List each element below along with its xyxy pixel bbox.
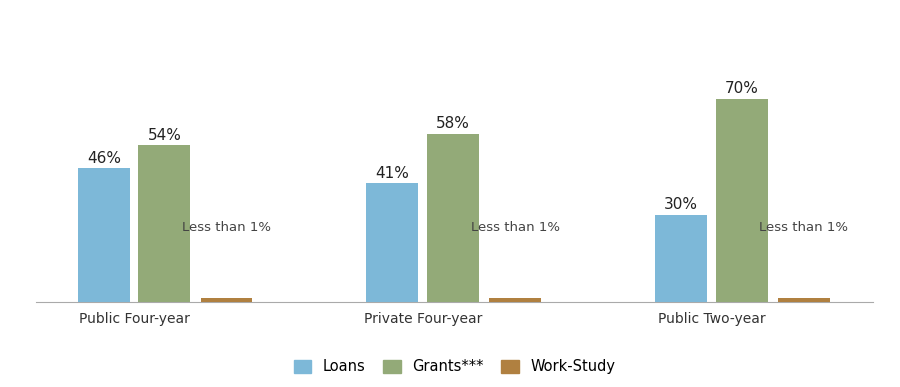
Text: Less than 1%: Less than 1% (182, 221, 271, 234)
Text: 41%: 41% (375, 166, 410, 180)
Bar (139, 145, 191, 302)
Text: Less than 1%: Less than 1% (760, 221, 848, 234)
Text: 54%: 54% (148, 128, 182, 143)
Text: Less than 1%: Less than 1% (471, 221, 560, 234)
Bar (489, 298, 541, 302)
Text: 46%: 46% (86, 151, 121, 166)
Text: 58%: 58% (436, 116, 470, 131)
Bar (201, 298, 253, 302)
Text: 70%: 70% (724, 81, 759, 96)
Bar (428, 134, 479, 302)
Bar (778, 298, 830, 302)
Bar (716, 99, 768, 302)
Legend: Loans, Grants***, Work-Study: Loans, Grants***, Work-Study (286, 352, 623, 382)
Bar (655, 215, 707, 302)
Bar (77, 168, 130, 302)
Text: 30%: 30% (664, 197, 698, 212)
Bar (366, 183, 418, 302)
